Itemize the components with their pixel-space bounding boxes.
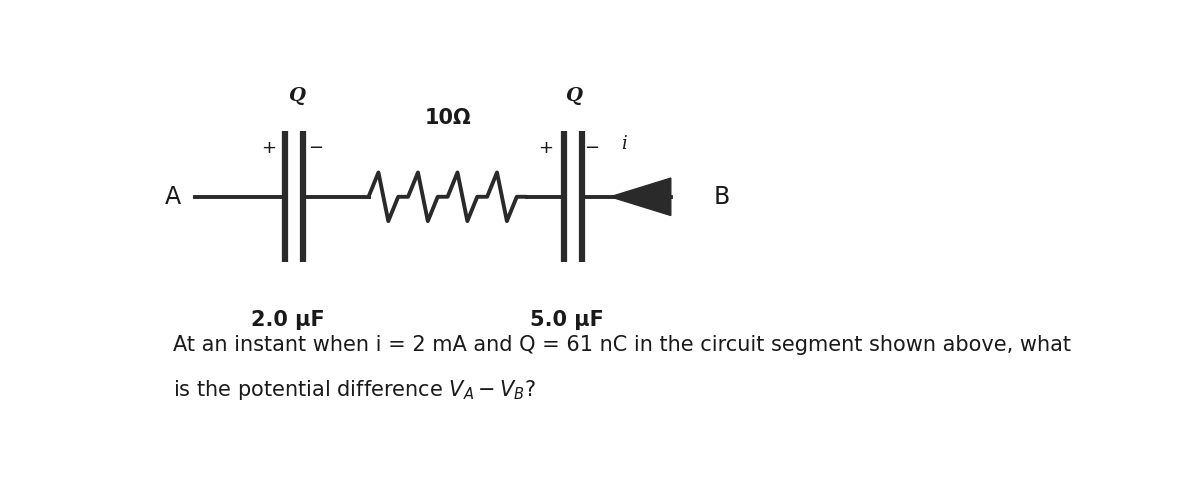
Text: is the potential difference $V_A - V_B$?: is the potential difference $V_A - V_B$? bbox=[173, 378, 536, 401]
Text: 5.0 μF: 5.0 μF bbox=[529, 310, 604, 330]
Text: +: + bbox=[538, 139, 553, 157]
Text: B: B bbox=[714, 185, 730, 209]
Text: −: − bbox=[584, 139, 599, 157]
Text: 10Ω: 10Ω bbox=[425, 108, 470, 128]
Text: +: + bbox=[262, 139, 276, 157]
Polygon shape bbox=[611, 178, 671, 215]
Text: Q: Q bbox=[288, 87, 306, 105]
Text: A: A bbox=[166, 185, 181, 209]
Text: At an instant when i = 2 mA and Q = 61 nC in the circuit segment shown above, wh: At an instant when i = 2 mA and Q = 61 n… bbox=[173, 334, 1072, 355]
Text: Q: Q bbox=[565, 87, 582, 105]
Text: i: i bbox=[622, 136, 628, 154]
Text: −: − bbox=[308, 139, 323, 157]
Text: 2.0 μF: 2.0 μF bbox=[251, 310, 324, 330]
